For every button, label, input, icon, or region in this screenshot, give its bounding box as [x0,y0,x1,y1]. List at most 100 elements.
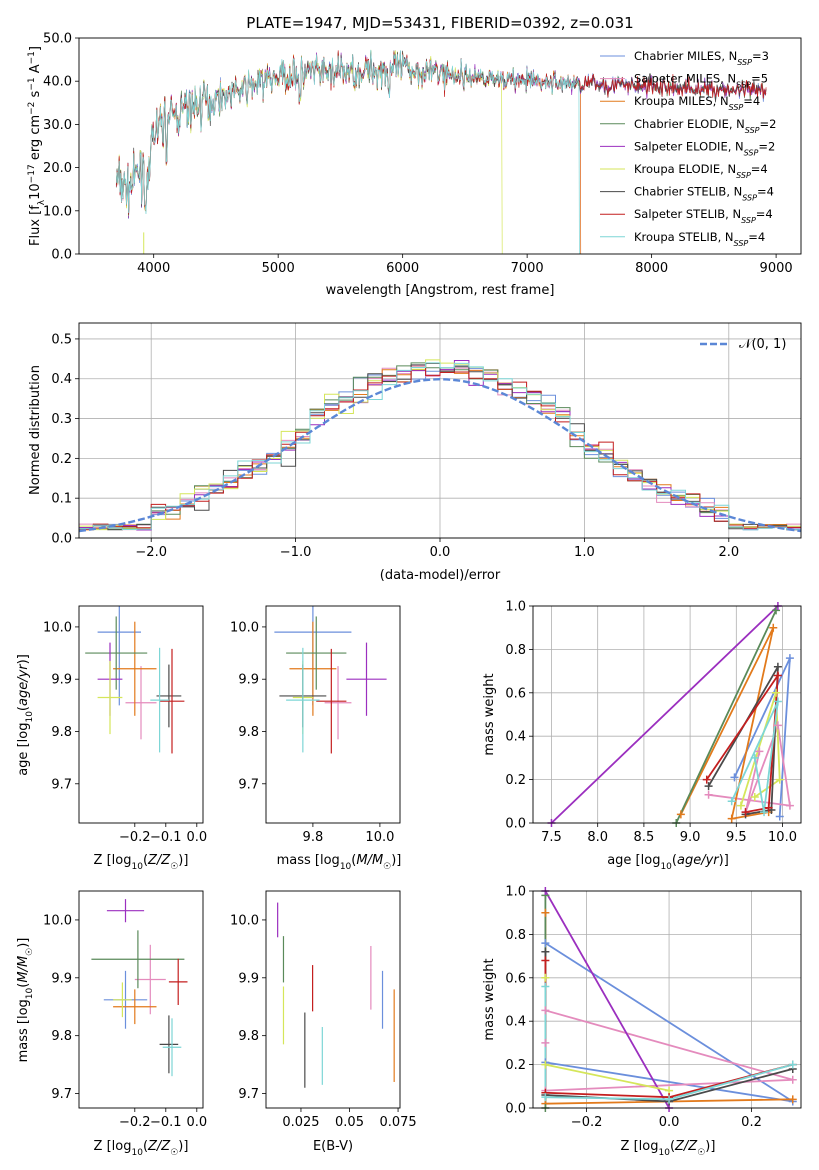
mass_vs_ebv-ytick-label: 9.9 [238,971,259,986]
weight_vs_age-xtick-label: 8.5 [634,830,655,845]
spectrum-xtick-label: 7000 [511,261,544,276]
mass_vs_ebv-xlabel: E(B-V) [313,1139,353,1154]
residuals-frame [78,322,802,539]
weight_vs_age-point [676,810,685,819]
weight_vs_age-point [736,801,745,810]
weight_vs_age-point [702,775,711,784]
weight_vs_Z-xtick-label: 0.0 [659,1115,680,1130]
age_vs_mass-plot [274,606,387,754]
weight_vs_age-series-line [680,627,775,820]
age_vs_mass-ytick-label: 10.0 [230,620,259,635]
mass_vs_ebv-xtick-label: 0.075 [379,1115,416,1130]
weight_vs_age-point [773,671,782,680]
legend-label: Kroupa ELODIE, NSSP=4 [634,162,768,180]
weight_vs_age-plot [550,606,791,823]
weight_vs_age-point [760,808,769,817]
age_vs_Z-ytick-label: 9.9 [51,673,72,688]
weight_vs_Z-xtick-label: 0.2 [741,1115,762,1130]
weight_vs_Z-ytick-label: 0.2 [505,1058,526,1073]
age_vs_mass-ytick-label: 9.9 [238,673,259,688]
spectrum-ylabel: Flux [fλ10−17 erg cm−2 s−1 A−1] [27,46,47,246]
weight_vs_Z-point [788,1060,797,1069]
weight_vs_Z-ytick-label: 0.4 [505,1015,526,1030]
weight_vs_Z-frame [532,890,802,1109]
spectrum-ytick-label: 40.0 [43,75,72,90]
mass_vs_Z-ytick-label: 9.8 [51,1029,72,1044]
mass_vs_ebv-xtick-label: 0.05 [335,1115,364,1130]
weight_vs_Z-xlabel: Z [log10(Z/Z☉)] [621,1139,716,1158]
residuals-ytick-label: 0.4 [51,372,72,387]
weight_vs_age-series-line [730,701,779,813]
residuals-xtick-label: 1.0 [574,545,595,560]
weight_vs_age-ytick-label: 0.8 [505,643,526,658]
weight_vs_age-xtick-label: 8.0 [587,830,608,845]
mass_vs_Z-xtick-label: −0.2 [119,1115,151,1130]
weight_vs_Z-point [541,1038,550,1047]
spectrum-xlabel: wavelength [Angstrom, rest frame] [326,283,555,298]
age_vs_Z-xtick-label: −0.1 [150,830,182,845]
normal-curve [79,377,801,533]
residuals-xtick-label: 2.0 [718,545,739,560]
weight_vs_Z-xtick-label: −0.2 [571,1115,603,1130]
mass_vs_Z-ytick-label: 10.0 [43,913,72,928]
residuals-ytick-label: 0.0 [51,532,72,547]
weight_vs_age-point [773,662,782,671]
residuals-xlabel: (data-model)/error [380,568,501,583]
normal-legend-label: 𝒩(0, 1) [739,337,786,352]
weight_vs_age-ylabel: mass weight [482,673,497,755]
age_vs_Z-ytick-label: 9.8 [51,725,72,740]
spectrum-plot [115,49,767,254]
residuals-xtick-label: −2.0 [135,545,167,560]
residuals-xtick-label: −1.0 [280,545,312,560]
weight_vs_age-point [772,606,781,615]
mass_vs_ebv-plot [277,902,395,1088]
residuals-ytick-label: 0.2 [51,452,72,467]
weight_vs_Z-point [541,1006,550,1015]
weight_vs_age-axes: 7.5 8.0 8.5 9.0 9.5 10.0 0.0 0.2 0.4 0.6 0.8 1.0 [505,600,802,845]
weight_vs_Z-point [541,908,550,917]
spectrum-xtick-label: 6000 [386,261,419,276]
weight_vs_Z-series-line [544,891,670,1108]
residuals-ylabel: Normed distribution [28,365,43,495]
age_vs_Z-axes: −0.2 −0.1 0.0 9.7 9.8 9.9 10.0 [43,605,207,845]
residuals-ytick-label: 0.5 [51,332,72,347]
weight_vs_Z-ytick-label: 1.0 [505,885,526,900]
age_vs_mass-xtick-label: 9.8 [303,830,324,845]
legend-label: Chabrier STELIB, NSSP=4 [634,185,774,203]
weight_vs_Z-ytick-label: 0.8 [505,928,526,943]
weight_vs_age-frame [532,605,802,824]
age_vs_Z-ytick-label: 10.0 [43,620,72,635]
legend-label: Salpeter ELODIE, NSSP=2 [634,139,775,157]
spectrum-ytick-label: 0.0 [51,248,72,263]
age_vs_mass-xlabel: mass [log10(M/M☉)] [277,853,402,872]
weight_vs_age-xtick-label: 7.5 [541,830,562,845]
weight_vs_age-point [750,753,759,762]
weight_vs_Z-axes: −0.2 0.0 0.2 0.0 0.2 0.4 0.6 0.8 1.0 [505,885,802,1130]
weight_vs_Z-ylabel: mass weight [482,958,497,1040]
weight_vs_age-point [741,808,750,817]
legend-label: Salpeter MILES, NSSP=5 [634,72,768,90]
spectrum-xtick-label: 4000 [137,261,170,276]
legend-label: Chabrier MILES, NSSP=3 [634,49,769,67]
weight_vs_Z-point [541,1093,550,1102]
residuals-histogram [79,362,801,538]
spectrum-xtick-label: 8000 [635,261,668,276]
weight_vs_age-series-line [550,606,779,823]
weight_vs_age-point [750,792,759,801]
mass_vs_Z-axes: −0.2 −0.1 0.0 9.7 9.8 9.9 10.0 [43,890,207,1130]
weight_vs_age-xtick-label: 9.0 [680,830,701,845]
spectrum-xtick-label: 9000 [760,261,793,276]
weight_vs_age-point [769,623,778,632]
weight_vs_Z-point [788,1095,797,1104]
weight_vs_Z-point [541,956,550,965]
spectrum-axes: 4000 5000 6000 7000 8000 9000 0.0 10.0 20.0 30.0 4… [43,32,802,276]
residuals-axes: −2.0 −1.0 0.0 1.0 2.0 0.0 0.1 0.2 0.3 0.4 0.5 [51,322,802,560]
weight_vs_age-point [730,773,739,782]
weight_vs_age-xtick-label: 9.5 [726,830,747,845]
weight_vs_age-ytick-label: 0.4 [505,730,526,745]
weight_vs_age-xlabel: age [log10(age/yr)] [607,853,729,872]
weight_vs_age-point [785,801,794,810]
legend-label: Kroupa STELIB, NSSP=4 [634,230,765,248]
mass_vs_Z-xtick-label: 0.0 [186,1115,207,1130]
